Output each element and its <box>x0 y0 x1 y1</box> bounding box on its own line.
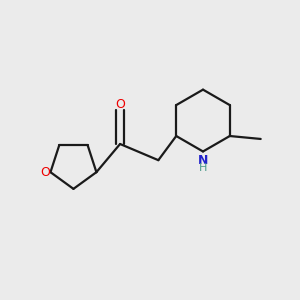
Text: O: O <box>40 166 50 179</box>
Text: N: N <box>198 154 208 167</box>
Text: O: O <box>115 98 125 111</box>
Text: H: H <box>199 163 207 173</box>
